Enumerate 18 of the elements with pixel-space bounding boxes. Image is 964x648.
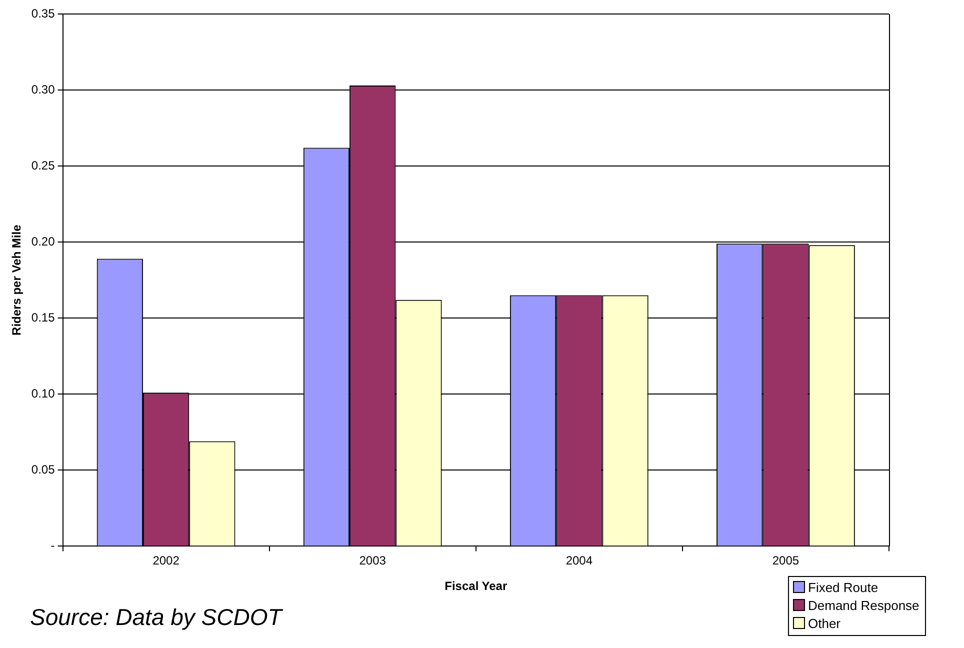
y-tick-label: 0.35 (31, 6, 56, 20)
y-tick-label: 0.25 (31, 158, 56, 172)
x-tick-label: 2004 (566, 554, 593, 568)
x-tick-label: 2003 (359, 554, 386, 568)
legend-label: Fixed Route (807, 579, 880, 597)
y-tick-label: 0.10 (31, 386, 56, 400)
x-tick-label: 2002 (152, 554, 180, 568)
y-tick-label: 0.05 (31, 462, 56, 476)
legend-label: Other (807, 615, 842, 633)
y-tick-label: 0.15 (31, 310, 56, 324)
x-tick-label: 2005 (772, 554, 800, 568)
x-axis-title: Fiscal Year (444, 579, 508, 594)
y-axis-title: Riders per Veh Mile (10, 224, 24, 336)
legend-label: Demand Response (807, 597, 920, 615)
y-tick-label: - (50, 538, 55, 553)
y-tick-label: 0.20 (31, 234, 56, 248)
y-tick-label: 0.30 (31, 82, 56, 96)
source-note: Source: Data by SCDOT (30, 604, 282, 631)
